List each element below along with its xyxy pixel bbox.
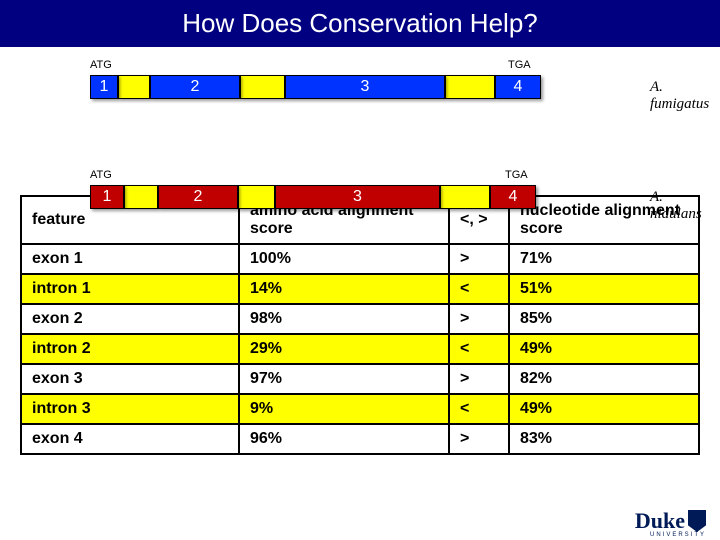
- codon-stop-label: TGA: [508, 59, 531, 71]
- cell-aa: 9%: [239, 394, 449, 424]
- intron-box: [445, 75, 495, 99]
- duke-logo: Duke UNIVERSITY: [635, 508, 706, 534]
- table-row: exon 298%>85%: [21, 304, 699, 334]
- exon-box: 2: [158, 185, 238, 209]
- cell-nt: 85%: [509, 304, 699, 334]
- codon-start-label: ATG: [90, 169, 112, 181]
- cell-aa: 98%: [239, 304, 449, 334]
- page-title: How Does Conservation Help?: [0, 0, 720, 47]
- exon-box: 4: [490, 185, 536, 209]
- intron-box: [118, 75, 150, 99]
- exon-box: 2: [150, 75, 240, 99]
- cell-sym: >: [449, 304, 509, 334]
- shield-icon: [688, 510, 706, 532]
- cell-sym: >: [449, 364, 509, 394]
- table-row: exon 496%>83%: [21, 424, 699, 454]
- codon-stop-label: TGA: [505, 169, 528, 181]
- cell-feature: exon 3: [21, 364, 239, 394]
- cell-aa: 97%: [239, 364, 449, 394]
- cell-feature: intron 1: [21, 274, 239, 304]
- intron-box: [240, 75, 285, 99]
- cell-nt: 83%: [509, 424, 699, 454]
- exon-box: 3: [275, 185, 440, 209]
- table-row: intron 39%<49%: [21, 394, 699, 424]
- intron-box: [440, 185, 490, 209]
- table-row: exon 1100%>71%: [21, 244, 699, 274]
- logo-text: Duke: [635, 508, 685, 534]
- cell-aa: 29%: [239, 334, 449, 364]
- exon-box: 3: [285, 75, 445, 99]
- cell-nt: 82%: [509, 364, 699, 394]
- cell-aa: 96%: [239, 424, 449, 454]
- cell-nt: 51%: [509, 274, 699, 304]
- cell-feature: exon 4: [21, 424, 239, 454]
- table-row: exon 397%>82%: [21, 364, 699, 394]
- cell-aa: 100%: [239, 244, 449, 274]
- table-row: intron 114%<51%: [21, 274, 699, 304]
- species-label: A. nidulans: [650, 189, 702, 223]
- logo-subtext: UNIVERSITY: [650, 532, 706, 538]
- alignment-table: feature amino acid alignment score <, > …: [20, 195, 700, 455]
- cell-feature: exon 1: [21, 244, 239, 274]
- gene-track-1: ATGTGA1234A. nidulans: [90, 169, 690, 219]
- intron-box: [124, 185, 158, 209]
- exon-box: 4: [495, 75, 541, 99]
- species-label: A. fumigatus: [650, 79, 709, 113]
- gene-diagram: ATGTGA1234A. fumigatusATGTGA1234A. nidul…: [0, 59, 720, 189]
- cell-nt: 71%: [509, 244, 699, 274]
- codon-start-label: ATG: [90, 59, 112, 71]
- exon-box: 1: [90, 75, 118, 99]
- cell-feature: intron 2: [21, 334, 239, 364]
- cell-feature: intron 3: [21, 394, 239, 424]
- cell-nt: 49%: [509, 334, 699, 364]
- cell-sym: >: [449, 424, 509, 454]
- cell-sym: <: [449, 334, 509, 364]
- cell-sym: <: [449, 274, 509, 304]
- cell-aa: 14%: [239, 274, 449, 304]
- cell-sym: <: [449, 394, 509, 424]
- gene-track-0: ATGTGA1234A. fumigatus: [90, 59, 690, 109]
- intron-box: [238, 185, 275, 209]
- cell-nt: 49%: [509, 394, 699, 424]
- cell-sym: >: [449, 244, 509, 274]
- cell-feature: exon 2: [21, 304, 239, 334]
- table-row: intron 229%<49%: [21, 334, 699, 364]
- exon-box: 1: [90, 185, 124, 209]
